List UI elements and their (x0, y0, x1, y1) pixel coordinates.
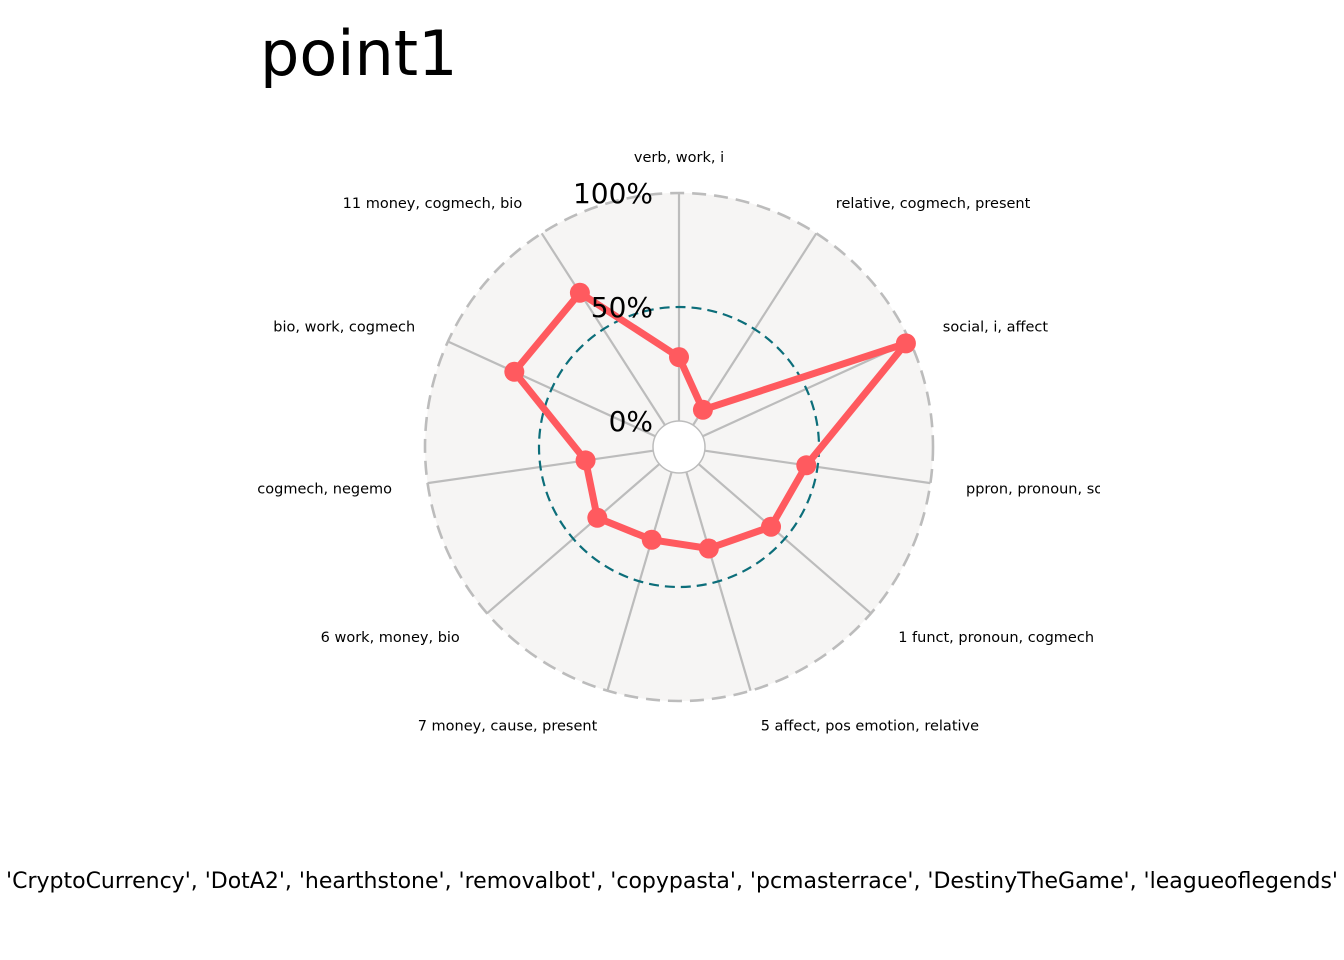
radial-tick-labels: 0% 50% 100% (573, 177, 653, 438)
data-point (569, 282, 590, 303)
data-point (698, 538, 719, 559)
radial-tick-label: 100% (573, 177, 653, 210)
data-point (504, 361, 525, 382)
data-point (587, 507, 608, 528)
series-line (510, 289, 910, 552)
axis-label: 7 money, cause, present (418, 718, 598, 734)
data-point (641, 529, 662, 550)
data-point (895, 333, 916, 354)
data-point (669, 347, 689, 368)
axis-label: bio, work, cogmech (273, 320, 415, 336)
axis-label: verb, work, i (634, 150, 724, 166)
data-point (575, 450, 596, 471)
radar-background (424, 192, 934, 702)
axis-label: 1 funct, pronoun, cogmech (898, 630, 1094, 646)
outer-ring-100 (423, 191, 935, 703)
data-point (796, 455, 817, 476)
axis-label: social, i, affect (943, 320, 1049, 336)
axis-label: relative, cogmech, present (836, 196, 1031, 212)
radial-tick-label: 50% (591, 291, 653, 324)
chart-title: point1 (260, 17, 458, 90)
data-point (692, 399, 713, 420)
axis-labels: verb, work, i relative, cogmech, present s… (257, 150, 1128, 734)
axis-label: 5 affect, pos emotion, relative (761, 718, 979, 734)
footer-subreddits: 'CryptoCurrency', 'DotA2', 'hearthstone'… (6, 869, 1338, 894)
data-point (761, 516, 782, 537)
axis-label: 6 work, money, bio (321, 630, 460, 646)
axis-label: 11 money, cogmech, bio (343, 196, 523, 212)
plot-area (423, 191, 935, 703)
axis-label: cogmech, negemo (257, 481, 392, 497)
inner-ring (652, 420, 706, 474)
axis-label: ppron, pronoun, social (966, 481, 1128, 497)
radial-tick-label: 0% (609, 405, 653, 438)
